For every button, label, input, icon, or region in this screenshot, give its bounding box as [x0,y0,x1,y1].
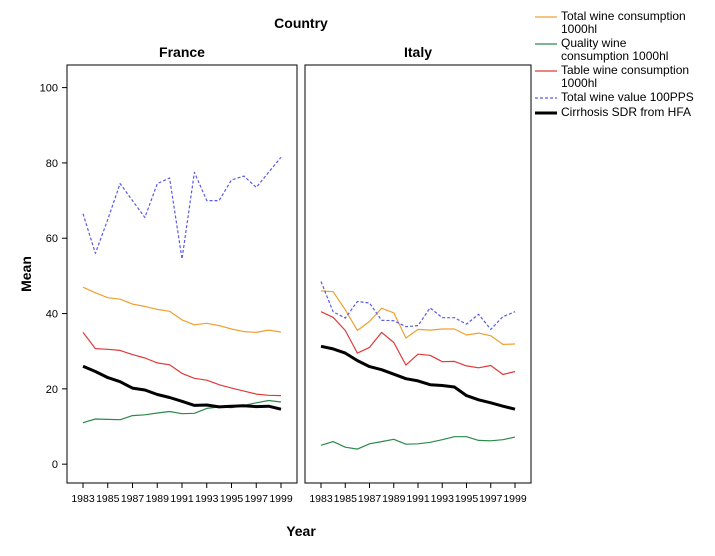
legend-label-line: Cirrhosis SDR from HFA [561,105,692,119]
x-tick-label: 1995 [220,493,244,505]
x-tick-label: 1991 [170,493,194,505]
x-tick-label: 1993 [431,493,455,505]
panel-frame [304,64,532,484]
series-line-table-wine-consumption-1000hl [82,332,282,397]
legend-label-line: Total wine value 100PPS [561,90,694,104]
x-tick-label: 1987 [121,493,145,505]
y-tick-label: 40 [46,309,58,321]
legend-label: Cirrhosis SDR from HFA [561,106,691,119]
legend-label-line: consumption 1000hl [561,49,669,63]
legend-swatch [535,16,557,18]
legend-label: Quality wine consumption 1000hl [561,37,668,63]
legend-item: Total wine value 100PPS [535,91,713,105]
legend-swatch [535,70,557,72]
y-tick-label: 100 [40,83,58,95]
x-tick-label: 1985 [334,493,358,505]
panel-title: France [159,44,205,60]
legend-item: Quality wine consumption 1000hl [535,37,713,63]
series-line-quality-wine-consumption-1000hl [320,436,516,450]
chart-title: Country [274,15,328,31]
x-tick-label: 1983 [71,493,95,505]
series-line-total-wine-consumption-1000hl [82,286,282,333]
legend-swatch [535,43,557,45]
legend-label: Total wine value 100PPS [561,91,694,104]
series-line-cirrhosis-sdr-from-hfa [320,344,516,411]
legend-item: Cirrhosis SDR from HFA [535,106,713,120]
legend-label-line: Table wine consumption [561,63,690,77]
legend-label-line: 1000hl [561,76,598,90]
legend-label-line: Total wine consumption [561,9,686,23]
legend-item: Table wine consumption 1000hl [535,64,713,90]
x-tick-label: 1997 [479,493,503,505]
x-axis-label: Year [286,523,316,539]
legend: Total wine consumption 1000hl Quality wine… [535,10,713,121]
x-tick-label: 1989 [146,493,170,505]
x-tick-label: 1983 [309,493,333,505]
x-tick-label: 1999 [269,493,293,505]
series-line-cirrhosis-sdr-from-hfa [82,364,282,411]
series-line-total-wine-value-100pps [320,281,516,330]
x-tick-label: 1987 [358,493,382,505]
legend-swatch [535,111,557,115]
panel-title: Italy [404,44,432,60]
panel-frame [66,64,298,484]
x-tick-label: 1985 [96,493,120,505]
x-tick-label: 1993 [195,493,219,505]
x-tick-label: 1995 [455,493,479,505]
legend-label: Table wine consumption 1000hl [561,64,689,90]
y-tick-label: 20 [46,384,58,396]
series-line-total-wine-value-100pps [82,156,282,260]
x-tick-label: 1991 [406,493,430,505]
x-tick-label: 1997 [245,493,269,505]
legend-label-line: Quality wine [561,36,627,50]
legend-label-line: 1000hl [561,22,598,36]
series-line-table-wine-consumption-1000hl [320,311,516,376]
y-tick-label: 60 [46,233,58,245]
x-tick-label: 1999 [503,493,527,505]
legend-label: Total wine consumption 1000hl [561,10,686,36]
y-tick-label: 0 [52,459,58,471]
series-line-total-wine-consumption-1000hl [320,290,516,345]
legend-item: Total wine consumption 1000hl [535,10,713,36]
y-axis-label: Mean [18,256,34,292]
x-tick-label: 1989 [382,493,406,505]
y-tick-label: 80 [46,158,58,170]
series-line-quality-wine-consumption-1000hl [82,399,282,424]
legend-swatch [535,97,557,99]
